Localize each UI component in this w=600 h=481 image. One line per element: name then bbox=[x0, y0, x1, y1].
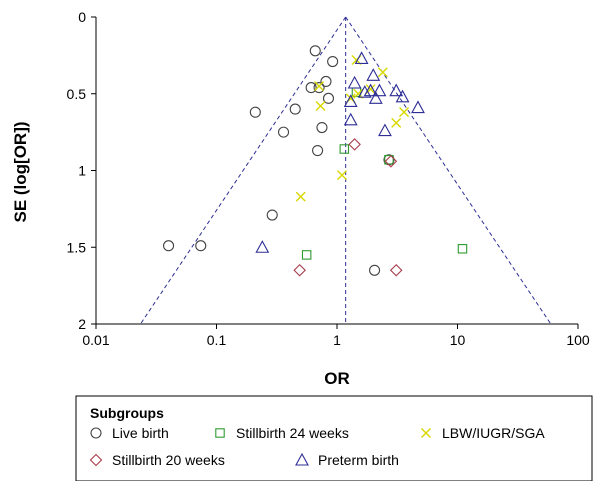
x-tick-label: 0.01 bbox=[82, 332, 109, 348]
point-live-birth bbox=[266, 209, 278, 221]
point-lbw-iugr-sga bbox=[336, 170, 347, 181]
point-preterm-birth bbox=[389, 83, 404, 97]
point-stillbirth-20-weeks bbox=[348, 138, 361, 151]
point-live-birth bbox=[320, 75, 332, 88]
point-preterm-birth bbox=[395, 89, 410, 103]
legend-label-stillbirth-20-weeks: Stillbirth 20 weeks bbox=[112, 452, 225, 468]
point-preterm-birth bbox=[343, 112, 358, 126]
funnel-lines bbox=[140, 16, 552, 325]
point-preterm-birth bbox=[411, 100, 425, 114]
y-tick-label: 2 bbox=[78, 316, 86, 332]
point-lbw-iugr-sga bbox=[399, 107, 410, 118]
point-stillbirth-24-weeks bbox=[339, 144, 350, 154]
point-preterm-birth bbox=[366, 68, 381, 81]
legend-marker-stillbirth-20-weeks bbox=[89, 453, 103, 467]
funnel-right-line bbox=[345, 16, 552, 325]
legend-marker-lbw-iugr-sga bbox=[421, 428, 431, 438]
legend-box bbox=[75, 395, 593, 481]
point-preterm-birth bbox=[343, 94, 358, 107]
y-tick-label: 1.5 bbox=[67, 239, 87, 255]
legend-label-preterm-birth: Preterm birth bbox=[318, 452, 399, 468]
legend-marker-stillbirth-24-weeks bbox=[215, 428, 225, 438]
legend-title: Subgroups bbox=[90, 405, 164, 421]
point-lbw-iugr-sga bbox=[365, 84, 376, 95]
legend-label-live-birth: Live birth bbox=[112, 425, 169, 441]
point-lbw-iugr-sga bbox=[314, 81, 325, 92]
point-stillbirth-24-weeks bbox=[457, 244, 468, 254]
point-live-birth bbox=[383, 154, 395, 166]
y-tick-label: 0 bbox=[78, 9, 86, 25]
legend-marker-live-birth bbox=[90, 427, 102, 439]
point-preterm-birth bbox=[255, 240, 270, 253]
y-tick-label: 0.5 bbox=[67, 86, 87, 102]
point-preterm-birth bbox=[363, 83, 378, 97]
point-live-birth bbox=[277, 126, 290, 138]
point-lbw-iugr-sga bbox=[295, 191, 306, 202]
point-preterm-birth bbox=[354, 51, 369, 64]
x-tick-label: 1 bbox=[333, 332, 341, 348]
point-preterm-birth bbox=[378, 123, 392, 137]
point-live-birth bbox=[327, 55, 339, 68]
data-points bbox=[162, 45, 468, 277]
point-preterm-birth bbox=[372, 83, 387, 97]
point-live-birth bbox=[162, 240, 175, 252]
point-live-birth bbox=[313, 82, 325, 94]
legend-label-stillbirth-24-weeks: Stillbirth 24 weeks bbox=[236, 425, 349, 441]
point-preterm-birth bbox=[357, 85, 372, 98]
point-lbw-iugr-sga bbox=[315, 101, 326, 112]
point-stillbirth-24-weeks bbox=[301, 250, 312, 260]
point-stillbirth-24-weeks bbox=[384, 155, 394, 165]
point-live-birth bbox=[289, 103, 301, 115]
point-stillbirth-20-weeks bbox=[293, 263, 306, 277]
x-tick-label: 0.1 bbox=[207, 332, 227, 348]
x-tick-label: 100 bbox=[566, 332, 590, 348]
point-preterm-birth bbox=[347, 75, 362, 89]
point-live-birth bbox=[322, 92, 335, 104]
x-tick-label: 10 bbox=[450, 332, 466, 348]
point-stillbirth-20-weeks bbox=[389, 263, 403, 277]
point-lbw-iugr-sga bbox=[391, 117, 402, 128]
legend-label-lbw-iugr-sga: LBW/IUGR/SGA bbox=[442, 425, 545, 441]
legend-marker-preterm-birth bbox=[295, 452, 309, 466]
point-live-birth bbox=[305, 82, 317, 94]
tick-labels: 0.01 0.1 1 10 100 0 0.5 1 1.5 2 bbox=[67, 9, 590, 348]
point-lbw-iugr-sga bbox=[377, 67, 388, 78]
legend: Subgroups Live birth Stillbirth 24 weeks L… bbox=[75, 395, 593, 481]
point-live-birth bbox=[369, 264, 381, 276]
point-live-birth bbox=[312, 144, 324, 157]
y-tick-label: 1 bbox=[78, 163, 86, 179]
x-axis-title: OR bbox=[324, 369, 350, 388]
funnel-left-line bbox=[140, 16, 347, 325]
y-axis-title: SE (log[OR]) bbox=[11, 121, 30, 222]
legend-items: Live birth Stillbirth 24 weeks LBW/IUGR/SG… bbox=[89, 425, 545, 468]
point-live-birth bbox=[195, 240, 207, 252]
point-live-birth bbox=[309, 45, 321, 57]
point-stillbirth-20-weeks bbox=[384, 155, 398, 168]
point-preterm-birth bbox=[368, 91, 383, 104]
point-live-birth bbox=[316, 121, 328, 134]
point-live-birth bbox=[249, 106, 261, 118]
